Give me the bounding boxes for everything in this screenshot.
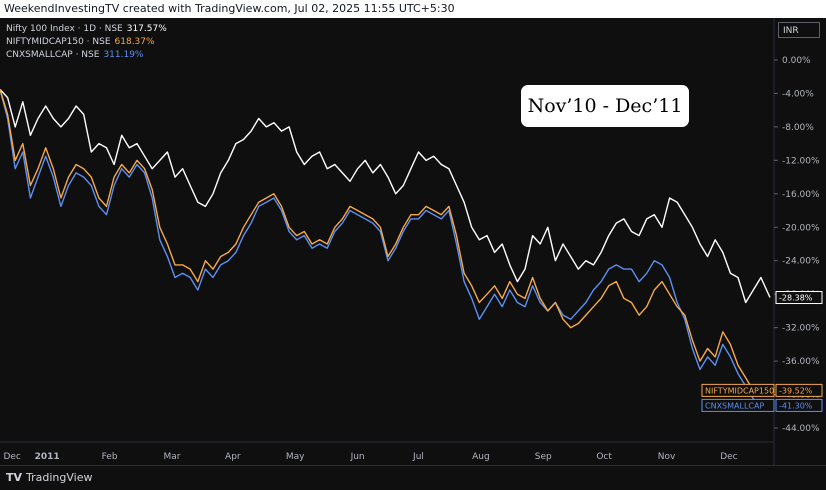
tradingview-logo[interactable]: TV TradingView bbox=[6, 471, 93, 484]
y-tick-label: -36.00% bbox=[782, 357, 820, 367]
series-name-tag bbox=[701, 383, 775, 397]
x-tick-label: Oct bbox=[596, 452, 612, 462]
x-tick-label: Feb bbox=[102, 452, 118, 462]
x-tick-label: Sep bbox=[535, 452, 552, 462]
series-line-cnxsmallcap[interactable] bbox=[0, 89, 771, 408]
y-axis: 0.00% -4.00% -8.00% -12.00% -16.00% -20.00% -2… bbox=[774, 56, 820, 434]
legend-value: 311.19% bbox=[103, 50, 144, 60]
x-tick-label: Mar bbox=[163, 452, 180, 462]
last-value-label-text: -28.38% bbox=[779, 294, 813, 303]
legend: Nifty 100 Index · 1D · NSE 317.57% NIFTYM… bbox=[6, 23, 167, 62]
x-tick-label: Dec bbox=[720, 452, 737, 462]
last-value-labels: -28.38% NIFTYMIDCAP150 -39.52% CNXSMALLCAP -… bbox=[701, 291, 823, 412]
legend-value: 317.57% bbox=[126, 24, 167, 34]
y-tick-label: -20.00% bbox=[782, 223, 820, 233]
y-tick-label: -44.00% bbox=[782, 424, 820, 434]
legend-label: CNXSMALLCAP · NSE bbox=[6, 50, 100, 60]
series-line-niftymidcap150[interactable] bbox=[0, 89, 771, 396]
x-tick-label: Aug bbox=[472, 452, 490, 462]
x-tick-label: Nov bbox=[658, 452, 676, 462]
legend-label: NIFTYMIDCAP150 · NSE bbox=[6, 37, 111, 47]
tradingview-logo-icon: TV bbox=[6, 471, 23, 484]
last-value-label-text: -41.30% bbox=[779, 401, 813, 410]
legend-item-cnxsmallcap[interactable]: CNXSMALLCAP · NSE 311.19% bbox=[6, 49, 167, 62]
legend-item-nifty100[interactable]: Nifty 100 Index · 1D · NSE 317.57% bbox=[6, 23, 167, 36]
x-tick-label: Apr bbox=[225, 452, 241, 462]
series-name-tag-text: CNXSMALLCAP bbox=[705, 401, 764, 410]
series-layer bbox=[0, 88, 771, 408]
y-tick-label: 0.00% bbox=[782, 56, 811, 66]
tradingview-logo-text: TradingView bbox=[26, 471, 93, 484]
y-tick-label: -24.00% bbox=[782, 257, 820, 267]
x-axis: Dec 2011 Feb Mar Apr May Jun Jul Aug Sep Oct Nov Dec bbox=[3, 452, 737, 462]
currency-selector[interactable]: INR bbox=[778, 22, 820, 38]
x-tick-label: 2011 bbox=[35, 452, 60, 462]
series-name-tag bbox=[701, 398, 775, 412]
y-tick-label: -12.00% bbox=[782, 156, 820, 166]
series-name-tag-text: NIFTYMIDCAP150 bbox=[705, 386, 774, 395]
x-tick-label: May bbox=[286, 452, 305, 462]
last-value-label-text: -39.52% bbox=[779, 386, 813, 395]
y-tick-label: -32.00% bbox=[782, 324, 820, 334]
series-line-nifty100[interactable] bbox=[0, 88, 771, 304]
y-tick-label: -4.00% bbox=[782, 89, 814, 99]
line-chart[interactable]: 0.00% -4.00% -8.00% -12.00% -16.00% -20.00% -2… bbox=[0, 0, 826, 465]
x-tick-label: Jul bbox=[412, 452, 424, 462]
y-tick-label: -16.00% bbox=[782, 190, 820, 200]
chart-header: WeekendInvestingTV created with TradingV… bbox=[0, 0, 826, 18]
date-range-annotation: Nov’10 - Dec’11 bbox=[521, 85, 689, 127]
x-tick-label: Dec bbox=[3, 452, 20, 462]
footer: TV TradingView bbox=[0, 465, 826, 490]
legend-value: 618.37% bbox=[114, 37, 155, 47]
legend-item-niftymidcap150[interactable]: NIFTYMIDCAP150 · NSE 618.37% bbox=[6, 36, 167, 49]
x-tick-label: Jun bbox=[350, 452, 365, 462]
last-value-label-niftymidcap150 bbox=[775, 383, 823, 397]
y-tick-label: -8.00% bbox=[782, 123, 814, 133]
last-value-label-nifty100 bbox=[775, 291, 823, 305]
legend-label: Nifty 100 Index · 1D · NSE bbox=[6, 24, 123, 34]
last-value-label-cnxsmallcap bbox=[775, 398, 823, 412]
